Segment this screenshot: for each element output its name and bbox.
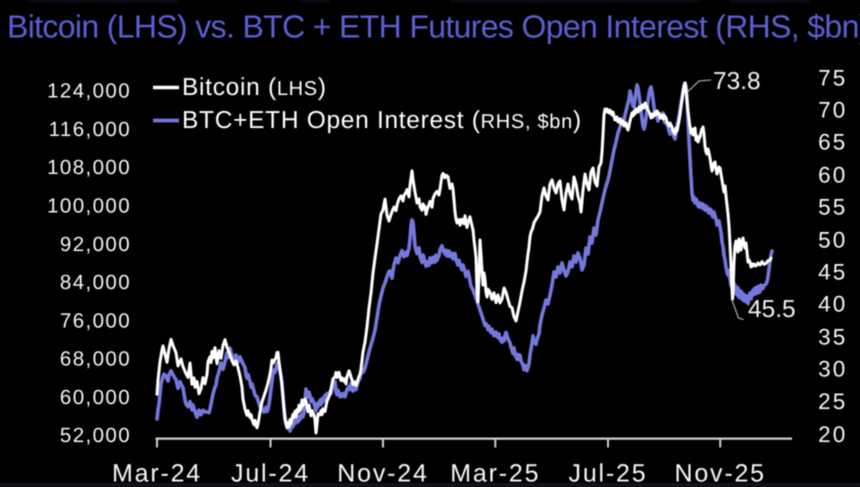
svg-text:60,000: 60,000 [60,386,131,409]
svg-text:68,000: 68,000 [60,348,131,371]
svg-text:92,000: 92,000 [60,233,131,256]
svg-text:Nov-24: Nov-24 [337,460,428,487]
svg-text:20: 20 [818,422,847,447]
svg-text:60: 60 [818,163,847,188]
svg-text:108,000: 108,000 [47,156,131,179]
svg-text:Mar-24: Mar-24 [112,460,202,487]
svg-text:25: 25 [818,389,847,414]
svg-text:40: 40 [818,291,847,316]
svg-text:Nov-25: Nov-25 [674,460,765,487]
svg-text:30: 30 [818,356,847,381]
svg-text:45: 45 [818,259,847,284]
svg-text:84,000: 84,000 [60,271,131,294]
svg-text:70: 70 [818,98,847,123]
svg-text:100,000: 100,000 [47,195,131,218]
svg-text:Mar-25: Mar-25 [450,460,540,487]
svg-text:Bitcoin (LHS): Bitcoin (LHS) [182,74,327,101]
svg-text:124,000: 124,000 [47,79,131,102]
svg-text:52,000: 52,000 [60,424,131,447]
svg-text:116,000: 116,000 [49,118,131,141]
svg-text:55: 55 [818,195,847,220]
svg-text:73.8: 73.8 [713,68,761,95]
svg-text:BTC+ETH Open Interest (RHS, $b: BTC+ETH Open Interest (RHS, $bn) [182,107,582,134]
svg-text:65: 65 [818,130,847,155]
svg-text:Jul-25: Jul-25 [569,460,648,487]
svg-text:76,000: 76,000 [60,309,131,332]
svg-text:75: 75 [818,66,847,91]
svg-text:Jul-24: Jul-24 [231,460,310,487]
svg-text:45.5: 45.5 [748,296,796,323]
svg-text:Bitcoin (LHS) vs. BTC + ETH Fu: Bitcoin (LHS) vs. BTC + ETH Futures Open… [7,9,860,45]
svg-text:35: 35 [818,324,847,349]
svg-text:50: 50 [818,227,847,252]
